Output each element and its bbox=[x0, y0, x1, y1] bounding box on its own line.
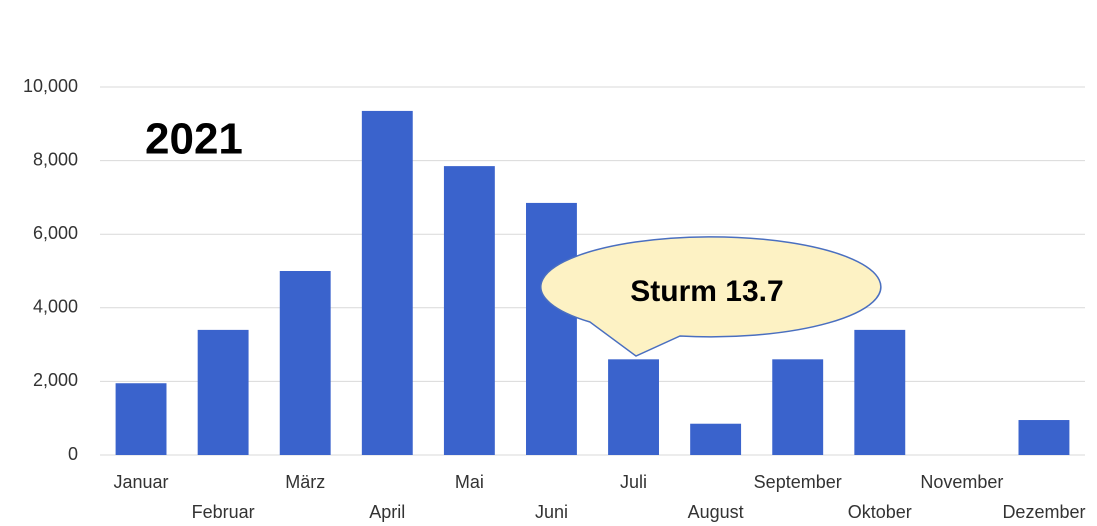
callout: Sturm 13.7 bbox=[540, 236, 882, 357]
callout-shape bbox=[540, 236, 882, 357]
x-tick-label: August bbox=[688, 502, 744, 522]
x-tick-label: März bbox=[285, 472, 325, 492]
bar bbox=[197, 329, 249, 455]
x-tick-label: Juli bbox=[620, 472, 647, 492]
bar bbox=[443, 166, 495, 455]
bar bbox=[1018, 420, 1070, 455]
bar bbox=[690, 423, 742, 455]
bar bbox=[115, 383, 167, 455]
y-tick-label: 4,000 bbox=[33, 297, 78, 317]
y-tick-label: 8,000 bbox=[33, 149, 78, 169]
x-tick-label: September bbox=[754, 472, 842, 492]
x-tick-label: April bbox=[369, 502, 405, 522]
bar bbox=[279, 271, 331, 455]
x-tick-label: November bbox=[920, 472, 1003, 492]
bar bbox=[608, 359, 659, 455]
y-tick-label: 10,000 bbox=[23, 76, 78, 96]
callout-text: Sturm 13.7 bbox=[630, 275, 783, 308]
y-tick-label: 6,000 bbox=[33, 223, 78, 243]
y-tick-label: 2,000 bbox=[33, 370, 78, 390]
bar bbox=[361, 110, 413, 456]
bar bbox=[854, 329, 906, 455]
x-tick-label: Januar bbox=[114, 472, 169, 492]
year-annotation: 2021 bbox=[145, 115, 243, 164]
x-tick-label: Mai bbox=[455, 472, 484, 492]
bar bbox=[526, 202, 577, 455]
x-tick-label: Dezember bbox=[1002, 502, 1085, 522]
x-tick-label: Juni bbox=[535, 502, 568, 522]
bar bbox=[772, 359, 824, 455]
x-tick-label: Oktober bbox=[848, 502, 912, 522]
y-tick-label: 0 bbox=[68, 444, 78, 464]
x-tick-label: Februar bbox=[192, 502, 255, 522]
